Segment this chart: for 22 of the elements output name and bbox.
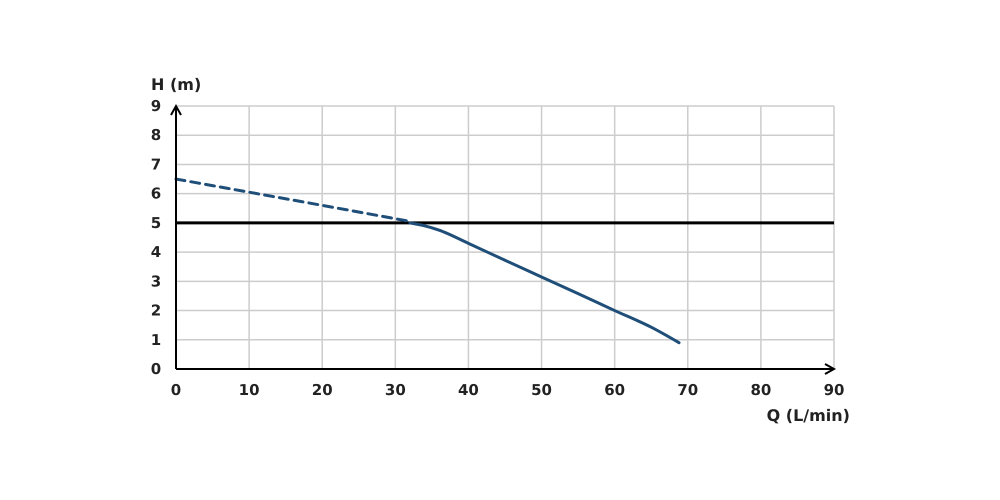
x-tick-label: 90 [824,381,844,399]
y-tick-label: 0 [150,360,162,378]
y-tick-label: 4 [150,243,162,262]
y-tick-label: 6 [150,184,162,203]
y-tick-label: 7 [150,155,162,174]
y-axis-title: H (m) [151,75,202,94]
x-tick-label: 20 [312,381,333,399]
x-tick-label: 0 [170,381,182,399]
x-tick-label: 60 [604,381,626,399]
y-tick-label: 2 [150,302,162,320]
x-tick-label: 30 [384,381,406,399]
x-tick-label: 80 [750,381,772,399]
y-tick-label: 8 [150,126,162,144]
x-tick-label: 70 [677,381,698,399]
x-tick-label: 50 [531,381,552,399]
x-tick-label: 10 [238,381,260,399]
y-tick-label: 1 [150,330,162,349]
y-tick-label: 5 [150,214,162,232]
y-tick-label: 3 [150,272,162,290]
y-tick-label: 9 [150,97,162,115]
x-axis-title: Q (L/min) [766,406,850,425]
x-tick-label: 40 [458,381,479,399]
